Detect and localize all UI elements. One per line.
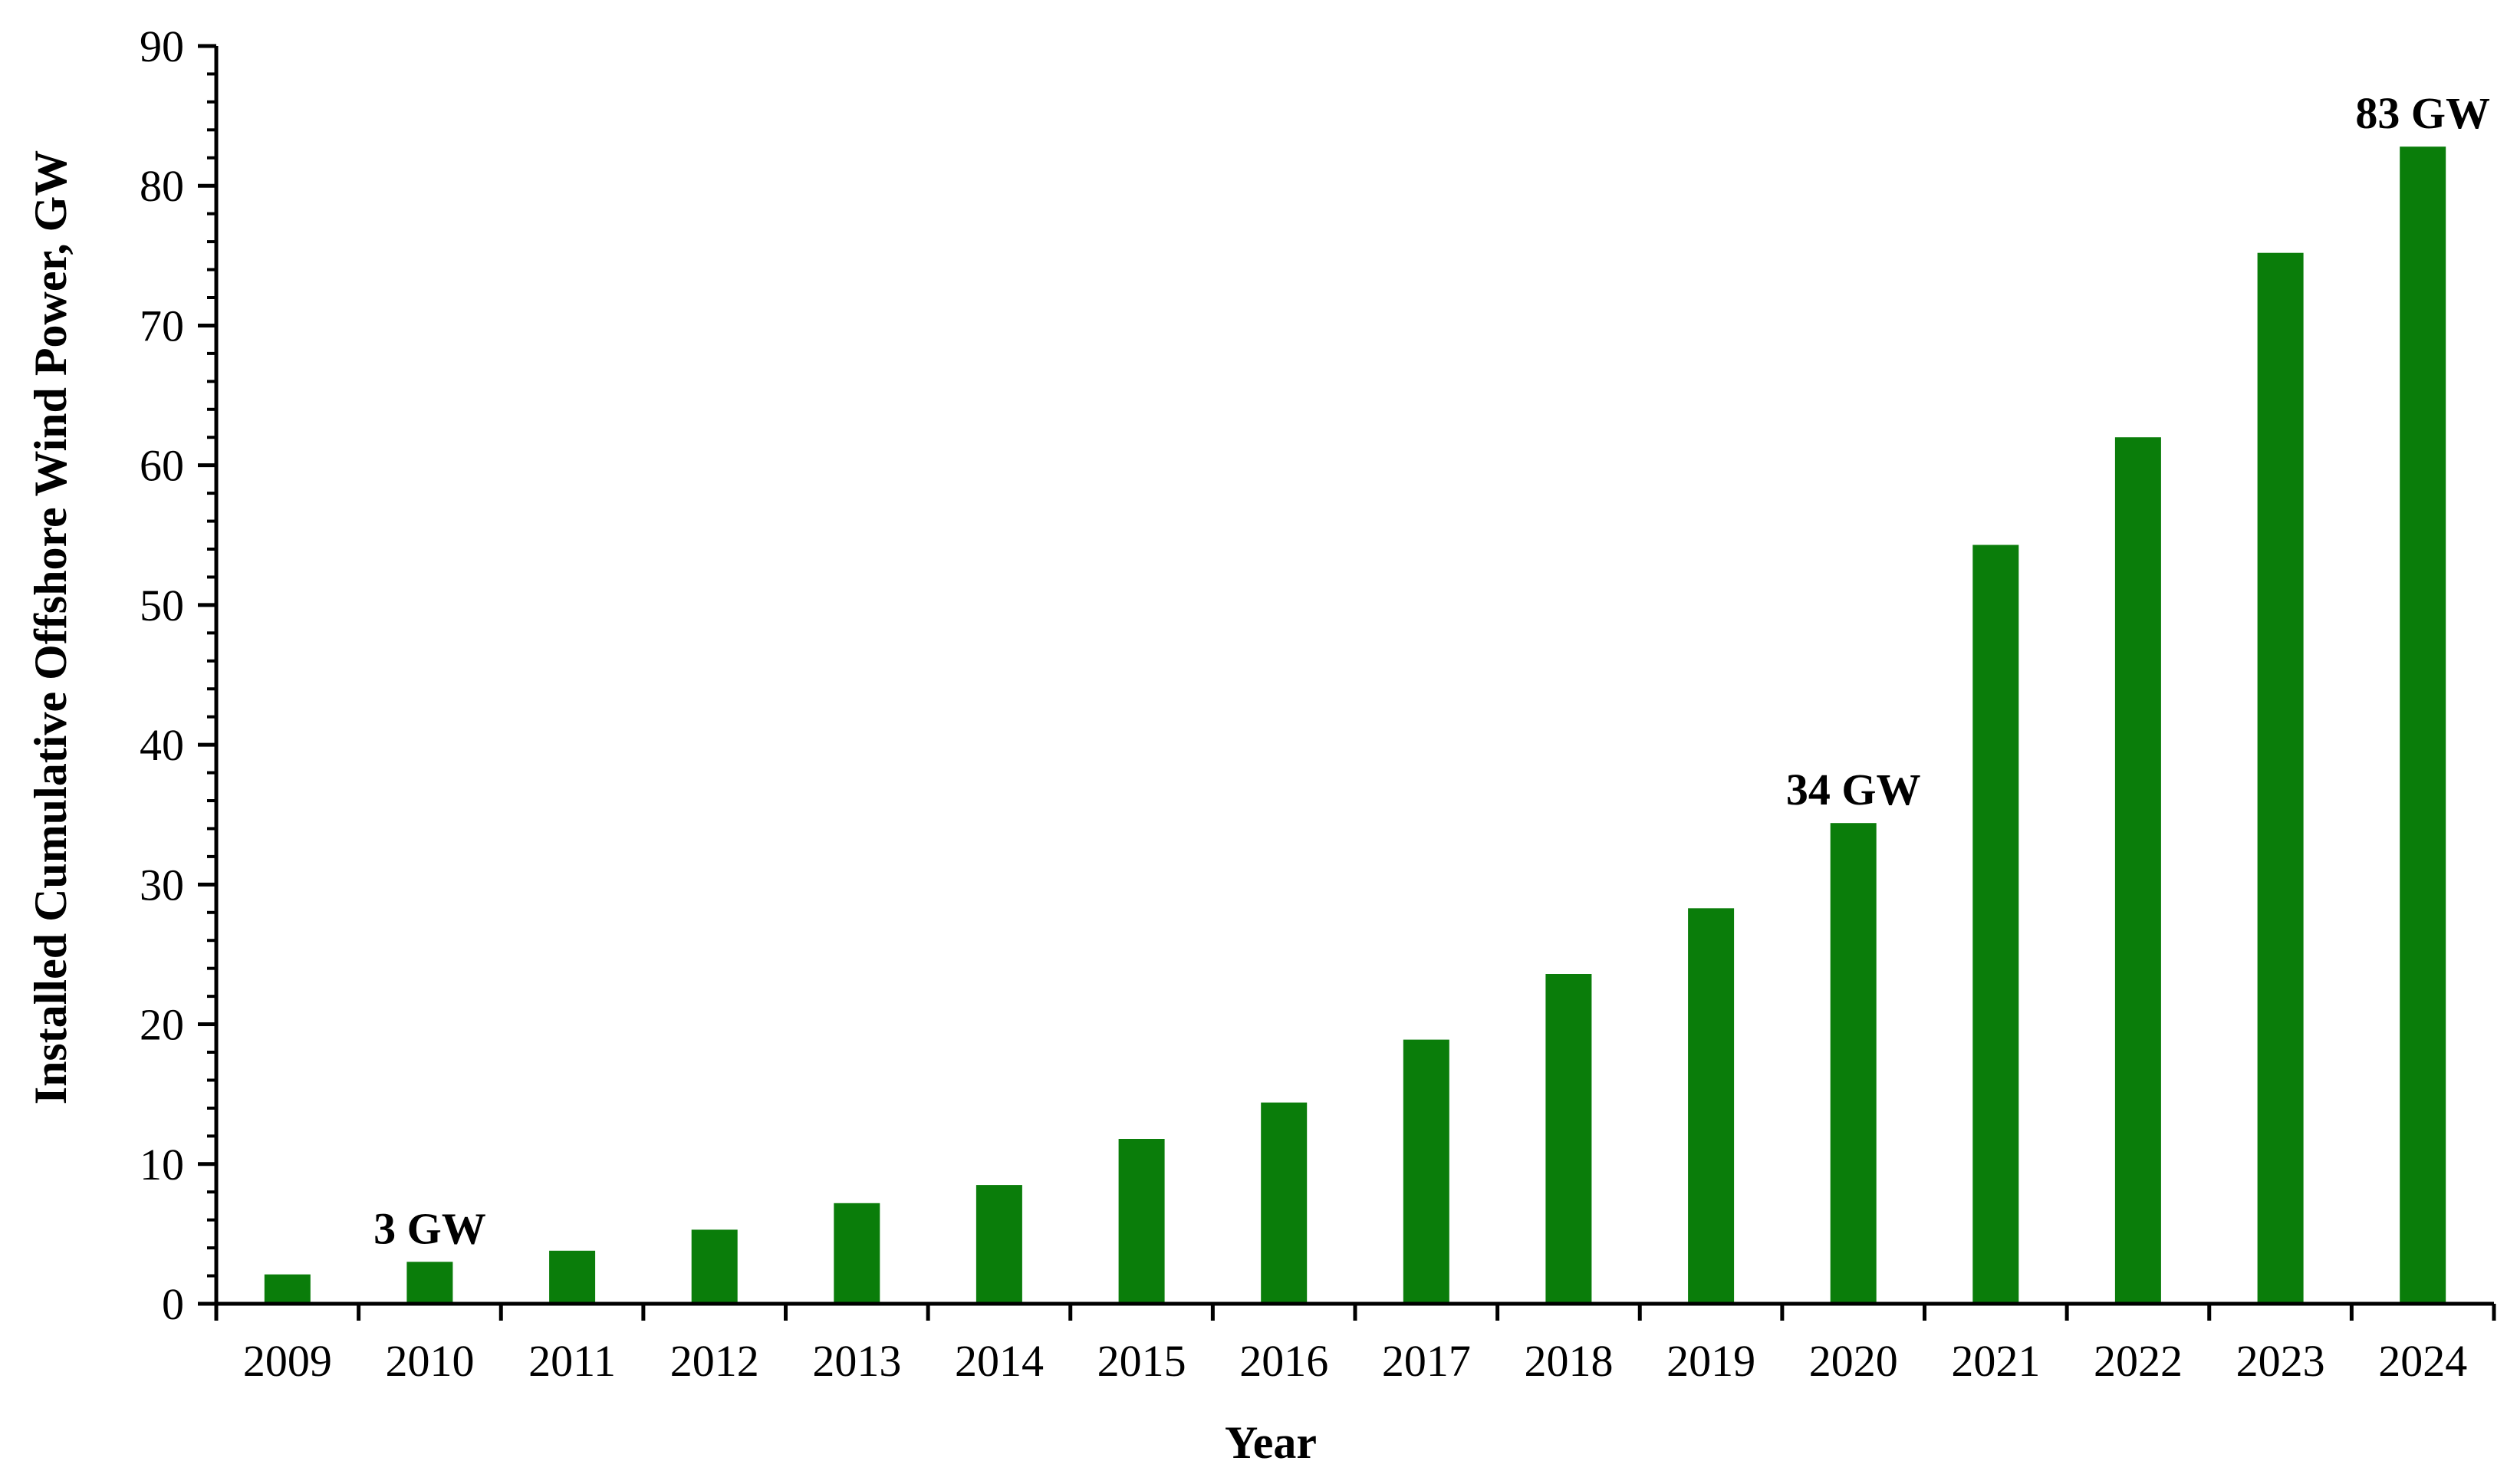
bar-2011 — [549, 1250, 596, 1304]
data-label-2010: 3 GW — [373, 1203, 486, 1253]
labels-layer: 3 GW 34 GW 83 GW — [373, 88, 2490, 1253]
x-tick-label: 2017 — [1382, 1336, 1471, 1386]
bar-2022 — [2114, 437, 2161, 1305]
bar-2012 — [691, 1229, 738, 1304]
x-tick-label: 2020 — [1809, 1336, 1898, 1386]
bar-2021 — [1972, 545, 2019, 1304]
x-tick-label: 2012 — [670, 1336, 759, 1386]
x-tick-label: 2010 — [385, 1336, 474, 1386]
y-tick-label: 60 — [140, 441, 184, 491]
bar-2009 — [264, 1274, 311, 1304]
x-tick-label: 2021 — [1951, 1336, 2040, 1386]
bar-2019 — [1688, 908, 1735, 1304]
x-tick-label: 2015 — [1097, 1336, 1186, 1386]
x-tick-label: 2011 — [528, 1336, 616, 1386]
bar-2013 — [834, 1203, 880, 1304]
y-tick-label: 20 — [140, 1000, 184, 1050]
y-tick-label: 0 — [162, 1279, 184, 1329]
y-tick-label: 40 — [140, 720, 184, 770]
bar-2017 — [1403, 1039, 1449, 1304]
axes-layer: 0 10 20 30 40 50 60 70 80 90 2009 2010 2011 2012 2013 2… — [140, 21, 2496, 1386]
x-tick-label: 2019 — [1666, 1336, 1755, 1386]
bar-2015 — [1118, 1139, 1165, 1304]
y-tick-label: 50 — [140, 581, 184, 630]
bars-layer — [264, 146, 2446, 1305]
x-tick-label: 2016 — [1239, 1336, 1328, 1386]
x-tick-label: 2014 — [955, 1336, 1044, 1386]
x-tick-label: 2009 — [243, 1336, 332, 1386]
x-axis-title: Year — [1225, 1417, 1317, 1468]
y-tick-label: 10 — [140, 1140, 184, 1190]
bar-2024 — [2400, 146, 2446, 1305]
bar-2018 — [1545, 974, 1592, 1304]
bar-2014 — [975, 1185, 1022, 1304]
x-tick-label: 2018 — [1524, 1336, 1613, 1386]
data-label-2020: 34 GW — [1786, 765, 1921, 814]
y-axis-title: Installed Cumulative Offshore Wind Power… — [25, 150, 76, 1105]
bar-2020 — [1830, 823, 1877, 1304]
x-tick-label: 2013 — [812, 1336, 901, 1386]
bar-2016 — [1261, 1102, 1308, 1304]
bar-2010 — [406, 1262, 453, 1304]
y-tick-label: 90 — [140, 21, 184, 71]
bar-2023 — [2257, 252, 2304, 1305]
data-label-2024: 83 GW — [2355, 88, 2490, 138]
x-tick-label: 2024 — [2378, 1336, 2467, 1386]
y-tick-label: 30 — [140, 860, 184, 910]
x-tick-label: 2023 — [2236, 1336, 2325, 1386]
y-tick-label: 70 — [140, 301, 184, 350]
x-tick-label: 2022 — [2094, 1336, 2183, 1386]
y-tick-label: 80 — [140, 161, 184, 211]
y-axis-title-group: Installed Cumulative Offshore Wind Power… — [25, 150, 76, 1105]
